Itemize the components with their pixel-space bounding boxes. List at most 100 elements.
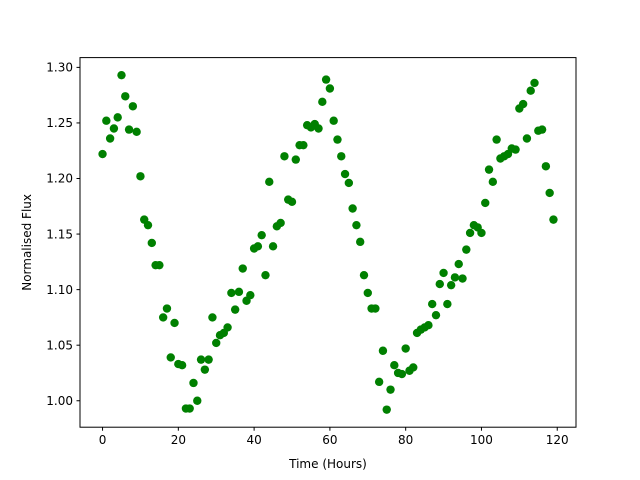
- data-point: [321, 75, 331, 84]
- data-point: [329, 116, 338, 125]
- x-tick-label: 20: [171, 433, 186, 447]
- data-point: [549, 215, 558, 224]
- data-point: [325, 84, 335, 93]
- data-point: [212, 338, 221, 348]
- data-point: [488, 177, 498, 187]
- data-point: [333, 135, 342, 144]
- data-point: [268, 242, 278, 251]
- x-tick-label: 60: [322, 433, 337, 447]
- x-axis-ticks: 0 20 40 60 80 100 120: [99, 427, 569, 447]
- data-point: [526, 86, 535, 95]
- data-point: [102, 116, 111, 125]
- data-point: [530, 78, 539, 88]
- data-point: [185, 404, 194, 413]
- data-point: [113, 113, 122, 122]
- plot-area-frame: [79, 57, 577, 428]
- data-point: [177, 360, 187, 370]
- data-point: [363, 288, 372, 298]
- data-point: [446, 280, 456, 290]
- data-point: [537, 125, 547, 134]
- data-point: [344, 178, 354, 188]
- data-point: [170, 318, 179, 328]
- data-point: [454, 259, 463, 269]
- data-point: [143, 220, 153, 230]
- data-point: [227, 288, 236, 298]
- data-point: [390, 360, 399, 370]
- data-point: [257, 230, 266, 240]
- y-tick-label: 1.20: [46, 172, 73, 186]
- x-tick-label: 100: [470, 433, 493, 447]
- data-point: [511, 145, 520, 154]
- data-point: [458, 274, 467, 283]
- data-point: [246, 290, 255, 300]
- data-point: [378, 346, 388, 355]
- data-point: [287, 197, 297, 207]
- data-point: [208, 313, 217, 322]
- data-point: [340, 169, 350, 179]
- data-point: [124, 125, 134, 134]
- data-point: [348, 204, 357, 213]
- data-point: [234, 287, 244, 297]
- data-point: [522, 134, 532, 143]
- data-point: [117, 70, 126, 80]
- data-point: [299, 140, 308, 150]
- data-point: [109, 124, 119, 133]
- data-point: [481, 198, 490, 208]
- data-point: [337, 152, 346, 161]
- y-tick-label: 1.10: [46, 283, 73, 297]
- data-point: [189, 378, 198, 388]
- data-point: [386, 385, 395, 394]
- data-point: [518, 99, 528, 109]
- data-point: [492, 135, 501, 144]
- data-point: [424, 320, 433, 330]
- data-point: [253, 242, 263, 251]
- y-axis-ticks: 1.00 1.05 1.10 1.15 1.20 1.25 1.30: [46, 61, 80, 408]
- data-point: [401, 344, 410, 353]
- data-point: [465, 228, 475, 238]
- data-point: [439, 268, 448, 278]
- data-point: [443, 299, 452, 309]
- data-point: [374, 377, 384, 387]
- data-point: [230, 305, 240, 314]
- data-point: [545, 188, 554, 198]
- data-point: [238, 264, 247, 273]
- x-tick-label: 0: [99, 433, 107, 447]
- data-point: [196, 355, 206, 364]
- data-point: [314, 124, 323, 133]
- y-tick-label: 1.15: [46, 227, 73, 241]
- data-point: [352, 220, 361, 230]
- data-point: [359, 270, 369, 280]
- data-point: [431, 310, 441, 320]
- data-point: [261, 270, 270, 280]
- data-point: [200, 365, 210, 374]
- data-point: [155, 260, 164, 270]
- data-point: [121, 92, 130, 101]
- data-point: [193, 396, 202, 405]
- y-tick-label: 1.25: [46, 116, 73, 130]
- y-axis-label: Normalised Flux: [20, 194, 34, 291]
- data-point: [136, 172, 145, 181]
- x-tick-label: 40: [246, 433, 261, 447]
- data-point: [147, 238, 157, 248]
- data-point: [450, 273, 460, 282]
- data-point: [397, 369, 407, 379]
- x-axis-label: Time (Hours): [288, 457, 367, 471]
- data-point: [204, 355, 213, 364]
- y-tick-label: 1.05: [46, 338, 73, 352]
- data-point: [280, 152, 289, 161]
- data-point: [382, 405, 391, 414]
- data-point: [318, 97, 327, 107]
- y-tick-label: 1.30: [46, 61, 73, 75]
- x-tick-label: 80: [398, 433, 413, 447]
- data-point: [428, 299, 437, 309]
- x-tick-label: 120: [546, 433, 569, 447]
- data-point: [265, 177, 274, 187]
- data-point: [132, 127, 141, 137]
- data-point: [276, 218, 285, 228]
- data-point: [223, 323, 232, 332]
- data-point: [98, 149, 107, 159]
- data-point: [291, 155, 300, 164]
- data-point: [484, 165, 494, 174]
- data-point: [409, 363, 418, 372]
